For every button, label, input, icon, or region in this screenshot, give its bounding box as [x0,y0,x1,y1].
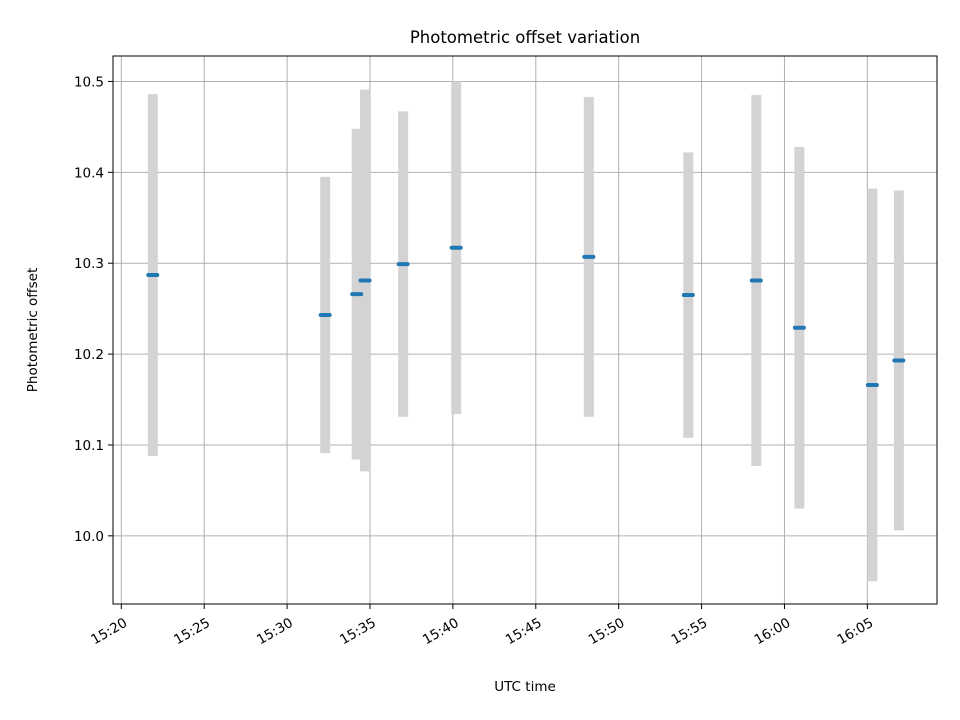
x-axis-label: UTC time [494,679,556,695]
y-tick-label: 10.1 [74,438,104,454]
y-tick-label: 10.5 [74,74,104,90]
y-tick-label: 10.4 [74,165,104,181]
chart-title: Photometric offset variation [410,28,640,47]
y-tick-label: 10.3 [74,256,104,272]
markers [146,245,906,387]
y-tick-label: 10.0 [74,529,104,545]
y-axis-label: Photometric offset [25,268,41,392]
plot-frame [112,55,938,605]
y-tick-label: 10.2 [74,347,104,363]
y-axis-ticks: 10.0 10.1 10.2 10.3 10.4 10.5 [74,74,113,545]
